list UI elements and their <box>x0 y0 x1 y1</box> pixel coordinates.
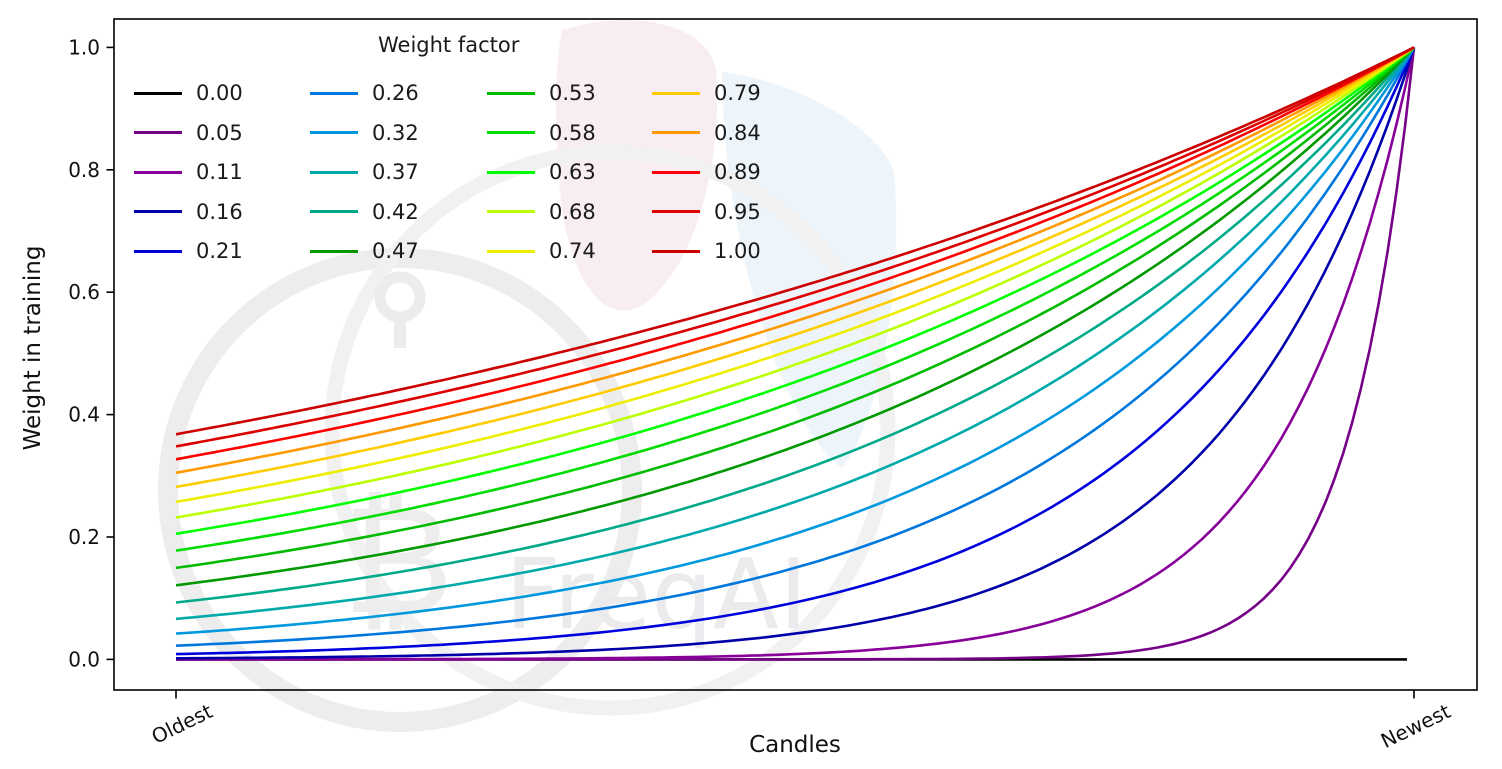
axes <box>113 18 1478 691</box>
x-tick-label: Newest <box>1377 699 1454 753</box>
y-tick-label: 0.4 <box>68 403 100 427</box>
curve-weight-factor-0.42 <box>175 46 1415 604</box>
curve-weight-factor-1.00 <box>175 46 1415 436</box>
curve-group <box>175 46 1416 661</box>
x-axis-label: Candles <box>749 732 841 758</box>
curve-weight-factor-0.63 <box>175 46 1415 536</box>
curve-weight-factor-0.79 <box>175 46 1415 489</box>
curve-weight-factor-0.95 <box>175 46 1415 448</box>
y-tick-label: 0.2 <box>68 525 100 549</box>
curve-weight-factor-0.32 <box>175 46 1416 635</box>
curve-weight-factor-0.84 <box>175 46 1415 475</box>
curve-weight-factor-0.68 <box>175 46 1415 519</box>
x-tick-label: Oldest <box>148 699 217 749</box>
curve-weight-factor-0.16 <box>176 46 1416 660</box>
watermark-blue-leaf <box>722 72 897 468</box>
y-tick-label: 0.8 <box>68 158 100 182</box>
curve-weight-factor-0.21 <box>175 46 1416 656</box>
y-tick-label: 0.6 <box>68 280 100 304</box>
plot-border <box>113 18 1478 691</box>
curve-weight-factor-0.58 <box>175 46 1415 552</box>
curve-weight-factor-0.74 <box>175 46 1415 504</box>
curve-weight-factor-0.37 <box>175 46 1416 621</box>
curve-weight-factor-0.89 <box>175 46 1415 461</box>
watermark-text: FreqAI <box>505 538 808 651</box>
curve-weight-factor-0.53 <box>175 46 1415 570</box>
curve-weight-factor-0.26 <box>175 46 1416 647</box>
y-axis-label: Weight in training <box>20 246 46 451</box>
curve-weight-factor-0.47 <box>175 46 1415 587</box>
curve-weight-factor-0.11 <box>176 47 1416 661</box>
watermark-stopwatch-crown <box>374 271 426 323</box>
y-tick-label: 0.0 <box>68 647 100 671</box>
y-tick-label: 1.0 <box>68 35 100 59</box>
